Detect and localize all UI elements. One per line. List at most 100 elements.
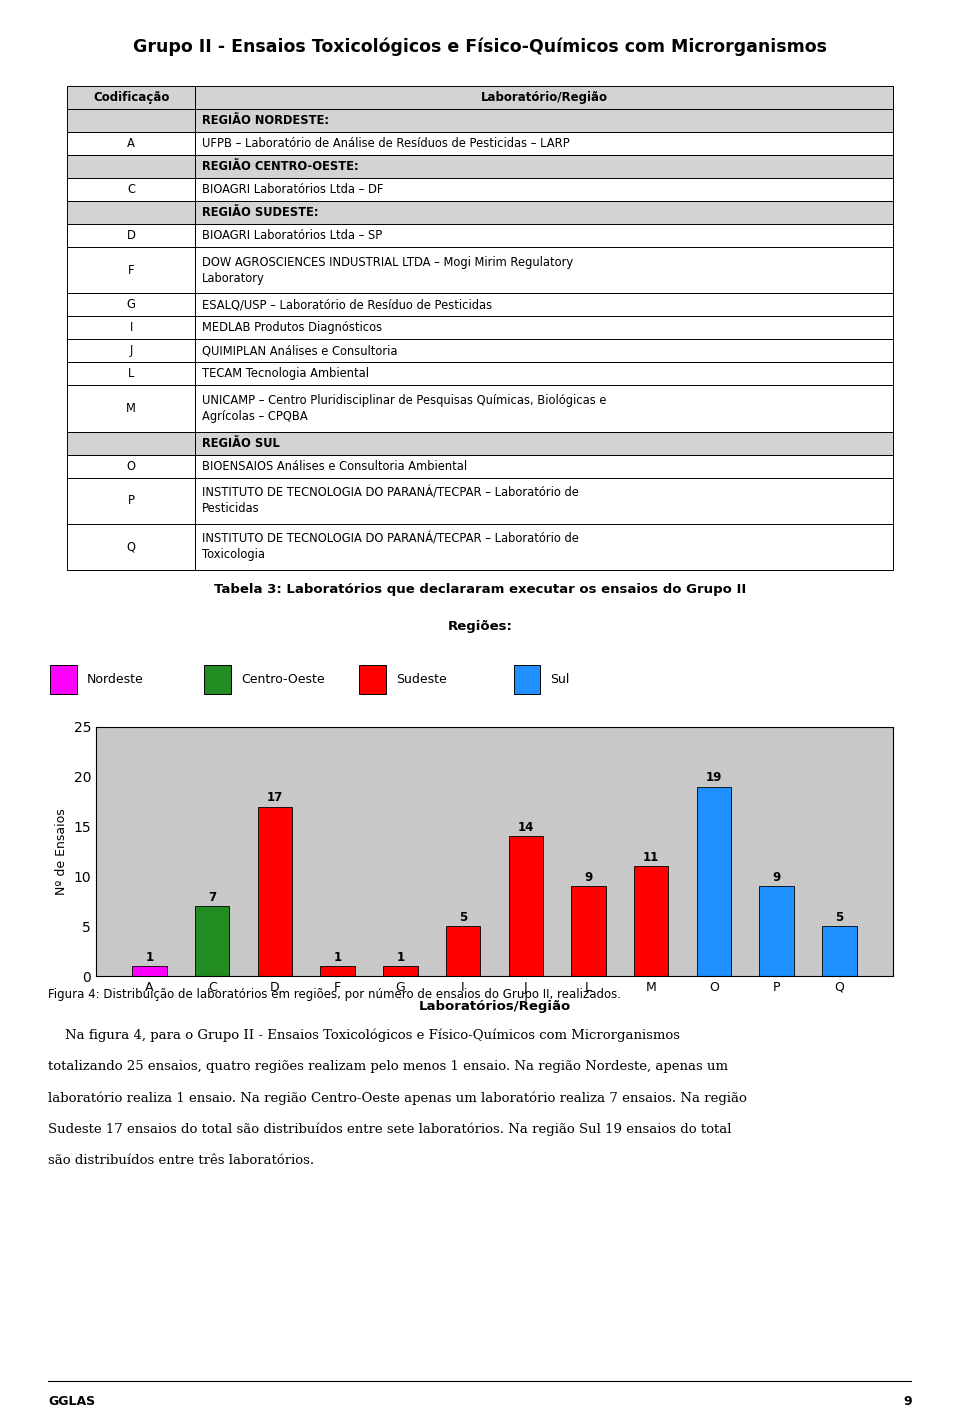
Text: BIOAGRI Laboratórios Ltda – SP: BIOAGRI Laboratórios Ltda – SP	[202, 229, 382, 242]
Bar	[195, 385, 893, 432]
Text: 1: 1	[145, 950, 154, 963]
Text: C: C	[127, 182, 135, 195]
Bar	[67, 362, 195, 385]
Bar	[67, 294, 195, 316]
Text: 1: 1	[396, 950, 404, 963]
Text: REGIÃO SUDESTE:: REGIÃO SUDESTE:	[202, 205, 319, 219]
Text: 19: 19	[706, 771, 722, 784]
Text: Sul: Sul	[550, 673, 570, 687]
Text: 9: 9	[903, 1395, 912, 1408]
Bar	[195, 339, 893, 362]
Bar	[195, 294, 893, 316]
Bar	[195, 131, 893, 155]
Bar	[195, 362, 893, 385]
Text: INSTITUTO DE TECNOLOGIA DO PARANÁ/TECPAR – Laboratório de
Pesticidas: INSTITUTO DE TECNOLOGIA DO PARANÁ/TECPAR…	[202, 486, 579, 516]
Text: Sudeste 17 ensaios do total são distribuídos entre sete laboratórios. Na região : Sudeste 17 ensaios do total são distribu…	[48, 1123, 732, 1136]
X-axis label: Laboratórios/Região: Laboratórios/Região	[419, 999, 570, 1013]
Bar	[514, 665, 540, 694]
Bar	[67, 201, 195, 224]
Text: 14: 14	[517, 821, 534, 834]
Text: Grupo II - Ensaios Toxicológicos e Físico-Químicos com Microrganismos: Grupo II - Ensaios Toxicológicos e Físic…	[133, 38, 827, 56]
Bar	[509, 836, 543, 976]
Text: 5: 5	[835, 911, 844, 923]
Bar	[445, 926, 480, 976]
Bar	[67, 524, 195, 570]
Text: Codificação: Codificação	[93, 91, 169, 104]
Bar	[195, 906, 229, 976]
Text: D: D	[127, 229, 135, 242]
Text: Na figura 4, para o Grupo II - Ensaios Toxicológicos e Físico-Químicos com Micro: Na figura 4, para o Grupo II - Ensaios T…	[48, 1029, 680, 1042]
Text: BIOAGRI Laboratórios Ltda – DF: BIOAGRI Laboratórios Ltda – DF	[202, 182, 383, 195]
Text: M: M	[127, 402, 136, 415]
Bar	[195, 432, 893, 455]
Text: P: P	[128, 494, 134, 507]
Text: REGIÃO CENTRO-OESTE:: REGIÃO CENTRO-OESTE:	[202, 160, 358, 172]
Bar	[67, 224, 195, 247]
Bar	[67, 385, 195, 432]
Text: totalizando 25 ensaios, quatro regiões realizam pelo menos 1 ensaio. Na região N: totalizando 25 ensaios, quatro regiões r…	[48, 1060, 728, 1073]
Text: laboratório realiza 1 ensaio. Na região Centro-Oeste apenas um laboratório reali: laboratório realiza 1 ensaio. Na região …	[48, 1092, 747, 1104]
Text: INSTITUTO DE TECNOLOGIA DO PARANÁ/TECPAR – Laboratório de
Toxicologia: INSTITUTO DE TECNOLOGIA DO PARANÁ/TECPAR…	[202, 533, 579, 561]
Bar	[195, 455, 893, 477]
Bar	[697, 787, 732, 976]
Bar	[359, 665, 386, 694]
Text: TECAM Tecnologia Ambiental: TECAM Tecnologia Ambiental	[202, 368, 369, 380]
Y-axis label: Nº de Ensaios: Nº de Ensaios	[55, 808, 68, 895]
Bar	[67, 339, 195, 362]
Text: 9: 9	[773, 871, 780, 884]
Bar	[204, 665, 231, 694]
Text: L: L	[128, 368, 134, 380]
Text: 5: 5	[459, 911, 468, 923]
Text: são distribuídos entre três laboratórios.: são distribuídos entre três laboratórios…	[48, 1154, 314, 1167]
Text: 7: 7	[208, 891, 216, 903]
Text: A: A	[128, 137, 135, 150]
Text: MEDLAB Produtos Diagnósticos: MEDLAB Produtos Diagnósticos	[202, 321, 382, 335]
Text: F: F	[128, 264, 134, 276]
Bar	[67, 316, 195, 339]
Text: 11: 11	[643, 851, 660, 864]
Bar	[50, 665, 77, 694]
Bar	[195, 224, 893, 247]
Bar	[257, 807, 292, 976]
Bar	[195, 247, 893, 294]
Bar	[67, 247, 195, 294]
Bar	[195, 201, 893, 224]
Text: Nordeste: Nordeste	[86, 673, 144, 687]
Text: J: J	[130, 345, 132, 358]
Text: DOW AGROSCIENCES INDUSTRIAL LTDA – Mogi Mirim Regulatory
Laboratory: DOW AGROSCIENCES INDUSTRIAL LTDA – Mogi …	[202, 255, 573, 285]
Bar	[67, 131, 195, 155]
Text: UFPB – Laboratório de Análise de Resíduos de Pesticidas – LARP: UFPB – Laboratório de Análise de Resíduo…	[202, 137, 569, 150]
Bar	[132, 966, 167, 976]
Text: I: I	[130, 321, 132, 335]
Bar	[634, 866, 668, 976]
Text: Centro-Oeste: Centro-Oeste	[241, 673, 325, 687]
Text: G: G	[127, 298, 135, 311]
Bar	[759, 886, 794, 976]
Text: Figura 4: Distribuição de laboratórios em regiões, por número de ensaios do Grup: Figura 4: Distribuição de laboratórios e…	[48, 988, 621, 1002]
Text: UNICAMP – Centro Pluridisciplinar de Pesquisas Químicas, Biológicas e
Agrícolas : UNICAMP – Centro Pluridisciplinar de Pes…	[202, 393, 607, 423]
Text: REGIÃO SUL: REGIÃO SUL	[202, 436, 279, 450]
Text: REGIÃO NORDESTE:: REGIÃO NORDESTE:	[202, 114, 328, 127]
Bar	[67, 86, 195, 108]
Text: Regiões:: Regiões:	[447, 620, 513, 633]
Bar	[571, 886, 606, 976]
Bar	[67, 455, 195, 477]
Text: Q: Q	[127, 540, 135, 553]
Bar	[195, 178, 893, 201]
Bar	[67, 108, 195, 131]
Bar	[195, 155, 893, 178]
Text: 1: 1	[333, 950, 342, 963]
Bar	[321, 966, 355, 976]
Text: ESALQ/USP – Laboratório de Resíduo de Pesticidas: ESALQ/USP – Laboratório de Resíduo de Pe…	[202, 298, 492, 311]
Bar	[195, 316, 893, 339]
Bar	[67, 155, 195, 178]
Bar	[67, 432, 195, 455]
Text: Tabela 3: Laboratórios que declararam executar os ensaios do Grupo II: Tabela 3: Laboratórios que declararam ex…	[214, 583, 746, 597]
Text: 9: 9	[585, 871, 592, 884]
Text: QUIMIPLAN Análises e Consultoria: QUIMIPLAN Análises e Consultoria	[202, 345, 397, 358]
Text: GGLAS: GGLAS	[48, 1395, 95, 1408]
Bar	[383, 966, 418, 976]
Bar	[67, 178, 195, 201]
Text: O: O	[127, 460, 135, 473]
Text: Laboratório/Região: Laboratório/Região	[481, 91, 608, 104]
